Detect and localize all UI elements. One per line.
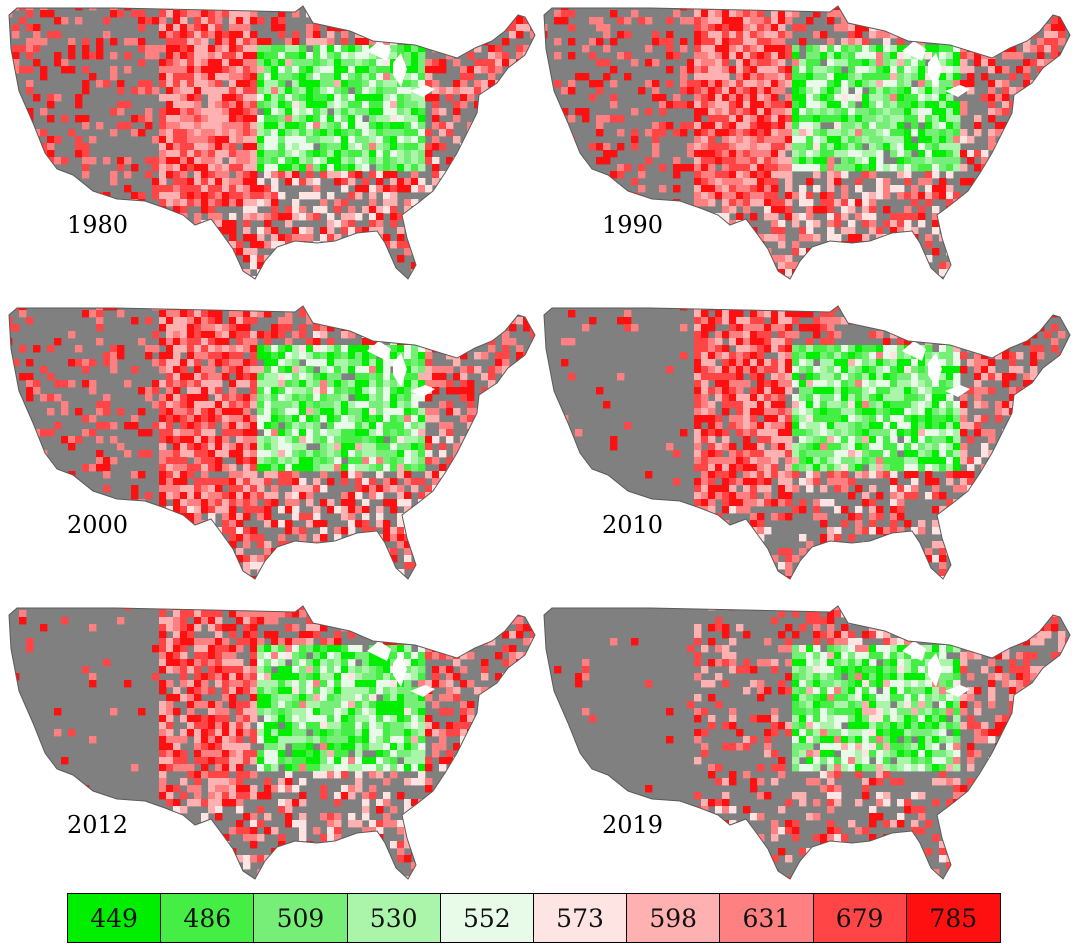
great-lakes [902, 41, 970, 97]
map-panel-1980: 1980 [5, 3, 537, 288]
year-label: 2010 [602, 511, 664, 539]
map-panel-2010: 2010 [540, 303, 1072, 588]
legend-cell-631: 631 [720, 894, 814, 942]
legend-cell-486: 486 [161, 894, 255, 942]
us-border [543, 5, 1071, 280]
legend-cell-552: 552 [440, 894, 534, 942]
us-county-map [543, 305, 1071, 580]
year-label: 1980 [67, 211, 129, 239]
us-border [8, 5, 536, 280]
us-border [8, 305, 536, 580]
great-lakes [367, 341, 435, 397]
us-border [8, 605, 536, 880]
us-county-map [543, 605, 1071, 880]
year-label: 2012 [67, 811, 129, 839]
map-panel-1990: 1990 [540, 3, 1072, 288]
great-lakes [367, 41, 435, 97]
great-lakes [902, 341, 970, 397]
legend-cell-679: 679 [813, 894, 907, 942]
year-label: 1990 [602, 211, 664, 239]
legend-cell-785: 785 [906, 894, 1000, 942]
color-legend: 449 486 509 530 552 573 598 631 679 785 [67, 893, 1001, 943]
legend-cell-509: 509 [254, 894, 348, 942]
legend-cell-449: 449 [68, 894, 162, 942]
legend-cell-530: 530 [347, 894, 441, 942]
us-border [543, 605, 1071, 880]
us-county-map [8, 605, 536, 880]
us-border [543, 305, 1071, 580]
us-county-map [543, 5, 1071, 280]
us-county-map [8, 305, 536, 580]
us-county-map [8, 5, 536, 280]
legend-cell-573: 573 [533, 894, 628, 942]
great-lakes [367, 641, 435, 697]
great-lakes [902, 641, 970, 697]
map-panel-2012: 2012 [5, 603, 537, 888]
map-panel-2019: 2019 [540, 603, 1072, 888]
map-panel-2000: 2000 [5, 303, 537, 588]
year-label: 2000 [67, 511, 129, 539]
legend-cell-598: 598 [627, 894, 721, 942]
year-label: 2019 [602, 811, 664, 839]
